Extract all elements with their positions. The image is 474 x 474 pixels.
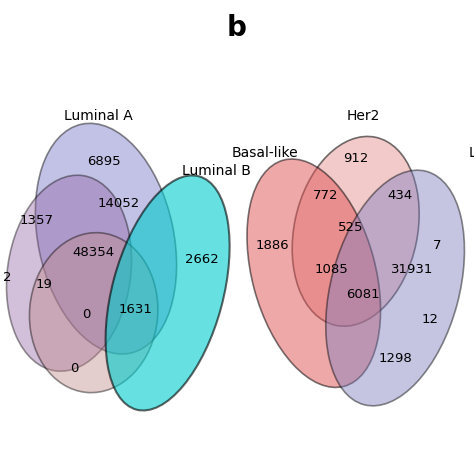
Ellipse shape [36, 123, 177, 354]
Text: b: b [227, 14, 247, 42]
Ellipse shape [326, 170, 465, 406]
Text: Basal-like: Basal-like [231, 146, 298, 160]
Text: Luminal A: Luminal A [64, 109, 133, 123]
Text: 772: 772 [313, 189, 339, 202]
Text: 2: 2 [3, 271, 12, 283]
Text: 6081: 6081 [346, 288, 380, 301]
Text: 7: 7 [433, 238, 441, 252]
Text: 12: 12 [421, 312, 438, 326]
Text: 19: 19 [36, 278, 53, 291]
Text: 1886: 1886 [255, 238, 289, 252]
Text: 14052: 14052 [97, 197, 139, 210]
Text: Her2: Her2 [346, 109, 380, 123]
Text: 1357: 1357 [20, 214, 54, 227]
Text: 1631: 1631 [118, 303, 153, 316]
Text: 31931: 31931 [391, 263, 434, 276]
Text: 912: 912 [343, 152, 368, 165]
Text: 6895: 6895 [87, 155, 120, 168]
Text: 0: 0 [82, 308, 91, 320]
Text: L: L [469, 146, 474, 160]
Text: 0: 0 [70, 362, 78, 375]
Ellipse shape [106, 175, 229, 410]
Ellipse shape [247, 159, 381, 387]
Text: Luminal B: Luminal B [182, 164, 251, 178]
Text: 434: 434 [387, 189, 413, 202]
Text: 48354: 48354 [73, 246, 115, 259]
Text: 2662: 2662 [185, 254, 219, 266]
Ellipse shape [292, 137, 419, 326]
Text: 525: 525 [338, 221, 364, 234]
Text: 1298: 1298 [378, 352, 412, 365]
Text: 1085: 1085 [314, 263, 348, 276]
Ellipse shape [29, 233, 158, 392]
Ellipse shape [7, 175, 132, 371]
